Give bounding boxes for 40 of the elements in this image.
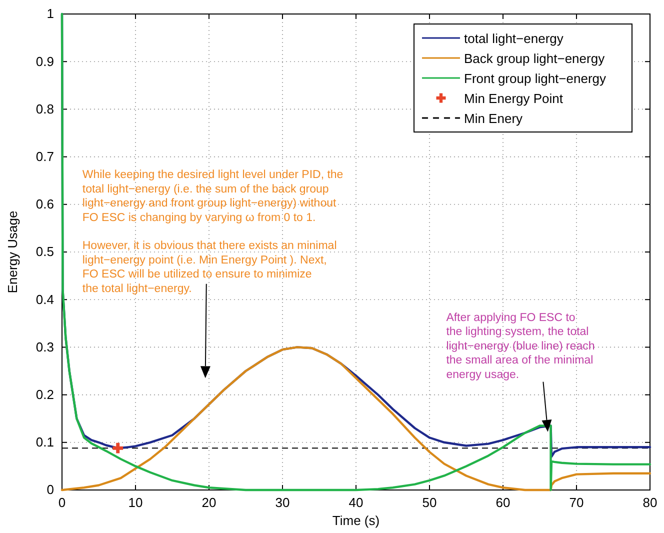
annotation: the small area of the minimal: [446, 354, 594, 367]
x-tick-label: 50: [422, 495, 437, 510]
y-tick-label: 0.2: [36, 386, 54, 402]
y-tick-label: 0.3: [36, 339, 54, 354]
x-tick-label: 30: [275, 495, 290, 510]
x-axis-title: Time (s): [332, 513, 380, 528]
y-tick-label: 1: [46, 6, 54, 22]
annotation: light−energy (blue line) reach: [446, 340, 595, 352]
annotation: However, it is obvious that there exists an minimal: [82, 240, 337, 252]
annotation: While keeping the desired light level under PID, the: [82, 169, 344, 182]
annotation: FO ESC will be utilized to ensure to minimize: [82, 268, 312, 281]
annotation: the total light−energy.: [82, 282, 192, 295]
y-tick-label: 0.4: [36, 292, 54, 307]
legend-label: Front group light−energy: [464, 71, 607, 86]
y-tick-label: 0.5: [36, 244, 54, 260]
x-tick-label: 40: [348, 495, 364, 510]
y-tick-label: 0.7: [36, 148, 54, 164]
annotation: After applying FO ESC to: [446, 312, 576, 324]
legend-label: Min Energy Point: [464, 91, 564, 106]
annotation: FO ESC is changing by varying ω from 0 to 1.: [82, 212, 316, 224]
x-tick-label: 70: [569, 495, 584, 510]
annotation: energy usage.: [446, 368, 520, 381]
legend-label: Back group light−energy: [464, 51, 606, 66]
annotation: the lighting system, the total: [446, 326, 589, 338]
annotation: light−energy point (i.e. Min Energy Point ). Next,: [82, 254, 327, 266]
y-tick-label: 0.1: [36, 434, 54, 450]
x-tick-label: 20: [202, 495, 216, 510]
y-tick-label: 0.9: [36, 54, 54, 69]
x-tick-label: 80: [642, 495, 658, 510]
x-tick-label: 60: [496, 495, 510, 510]
x-tick-label: 0: [58, 495, 66, 510]
annotation: total light−energy (i.e. the sum of the back group: [82, 183, 329, 196]
y-tick-label: 0.6: [36, 196, 54, 212]
y-tick-label: 0.8: [36, 101, 54, 116]
x-tick-label: 10: [128, 495, 143, 510]
annotation: light−energy and front group light−energy) without: [82, 198, 337, 210]
y-tick-label: 0: [46, 482, 54, 498]
legend-label: Min Enery: [464, 111, 524, 126]
legend-label: total light−energy: [464, 31, 564, 46]
y-axis-title: Energy Usage: [5, 210, 20, 294]
